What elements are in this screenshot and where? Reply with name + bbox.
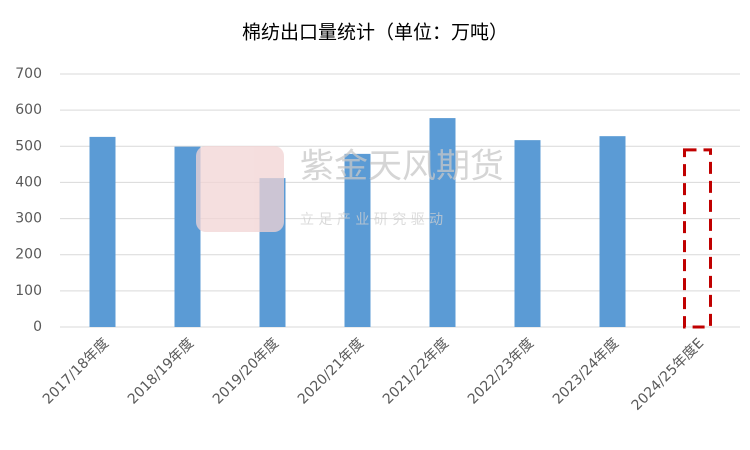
bar bbox=[89, 136, 116, 327]
y-tick-label: 300 bbox=[15, 211, 42, 227]
y-tick-label: 600 bbox=[15, 102, 42, 118]
x-tick-label: 2019/20年度 bbox=[210, 335, 282, 407]
y-tick-label: 700 bbox=[15, 66, 42, 82]
bar bbox=[514, 140, 541, 327]
y-tick-label: 100 bbox=[15, 283, 42, 299]
y-tick-label: 200 bbox=[15, 247, 42, 263]
y-tick-label: 500 bbox=[15, 138, 42, 154]
bar bbox=[429, 118, 456, 327]
bar bbox=[599, 136, 626, 327]
x-tick-label: 2021/22年度 bbox=[380, 335, 452, 407]
bar bbox=[683, 148, 712, 329]
watermark-name: 紫金天风期货 bbox=[300, 147, 504, 187]
x-tick-label: 2018/19年度 bbox=[125, 335, 197, 407]
watermark-slogan: 立 足 产 业 研 究 驱 动 bbox=[300, 212, 443, 228]
x-tick-label: 2022/23年度 bbox=[465, 335, 537, 407]
bar bbox=[344, 153, 371, 327]
watermark-logo bbox=[196, 146, 284, 232]
x-tick-label: 2023/24年度 bbox=[550, 335, 622, 407]
watermark: 紫金天风期货 立 足 产 业 研 究 驱 动 bbox=[196, 146, 504, 232]
y-tick-label: 0 bbox=[33, 319, 42, 335]
x-tick-label: 2020/21年度 bbox=[295, 335, 367, 407]
x-tick-label: 2017/18年度 bbox=[40, 335, 112, 407]
chart-title: 棉纺出口量统计（单位：万吨） bbox=[242, 22, 508, 44]
x-tick-label: 2024/25年度E bbox=[629, 335, 707, 413]
y-tick-label: 400 bbox=[15, 174, 42, 190]
